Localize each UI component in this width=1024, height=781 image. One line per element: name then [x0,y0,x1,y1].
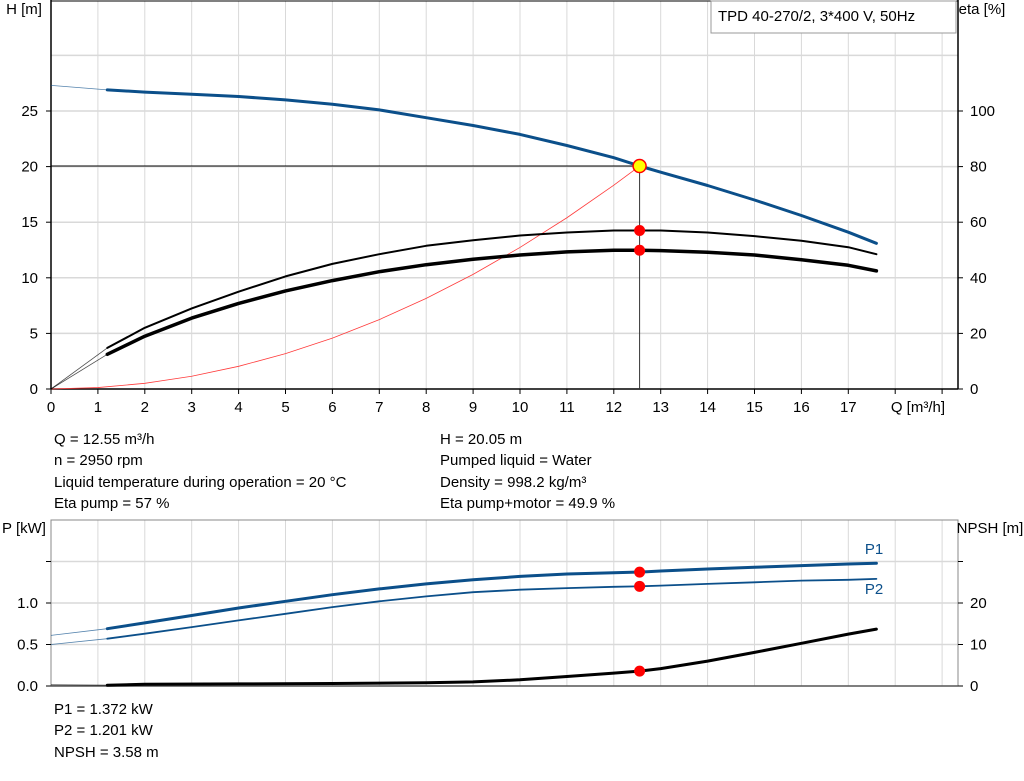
npsh-tick-label: 0 [970,678,978,695]
duty-point-marker [632,158,647,174]
system-curve [50,165,640,390]
p1-curve [105,561,878,631]
info-density: Density = 998.2 kg/m³ [440,474,587,491]
tick-labels: 0 1 2 3 4 5 6 7 8 9 10 11 12 13 14 15 16 1705101520250204… [17,103,995,695]
info-p1: P1 = 1.372 kW [54,701,153,718]
info-speed: n = 2950 rpm [54,452,143,469]
eta-tick-label: 80 [970,159,987,176]
x-tick-label: 3 [188,399,196,416]
eta_pump-marker [634,225,646,237]
info-p2: P2 = 1.201 kW [54,722,153,739]
title-box [710,0,957,34]
info-temperature: Liquid temperature during operation = 20… [54,474,347,491]
q-axis-label: Q [m³/h] [891,399,945,416]
eta-total-curve [105,248,879,357]
h-axis-label: H [m] [6,1,42,18]
eta-tick-label: 20 [970,325,987,342]
curves [50,85,879,687]
npsh-axis-label: NPSH [m] [957,520,1024,537]
bottom-grid [50,519,959,687]
x-tick-label: 11 [559,399,575,416]
h-tick-label: 20 [21,159,38,176]
p2-curve [106,578,878,640]
x-tick-label: 12 [605,399,622,416]
x-tick-label: 2 [141,399,149,416]
eta-tick-label: 60 [970,214,987,231]
x-tick-label: 5 [281,399,289,416]
x-tick-label: 10 [512,399,529,416]
x-tick-label: 16 [793,399,810,416]
p-tick-label: 0.5 [17,637,38,654]
top-plot-frame [50,0,959,390]
eta_total-marker [634,244,646,256]
info-head: H = 20.05 m [440,431,523,448]
h-tick-label: 15 [21,214,38,231]
eta-tick-label: 0 [970,381,978,398]
x-tick-label: 0 [47,399,55,416]
npsh-tick-label: 20 [970,595,987,612]
npsh-marker [634,665,646,677]
x-tick-label: 17 [840,399,857,416]
p-tick-label: 0.0 [17,678,38,695]
p-tick-label: 1.0 [17,595,38,612]
info-eta-total: Eta pump+motor = 49.9 % [440,495,616,512]
title-text: TPD 40-270/2, 3*400 V, 50Hz [718,8,915,25]
x-tick-label: 14 [699,399,716,416]
x-tick-label: 15 [746,399,763,416]
head-curve-extension [50,85,108,91]
h-tick-label: 10 [21,270,38,287]
head-curve [105,88,878,245]
x-tick-label: 6 [328,399,336,416]
x-tick-label: 8 [422,399,430,416]
info-liquid: Pumped liquid = Water [440,452,592,469]
eta-axis-label: eta [%] [959,1,1006,18]
p1-marker [634,566,646,578]
eta-tick-label: 100 [970,103,995,120]
p2-curve-extension [50,638,108,645]
eta-pump-curve-extension [50,347,108,390]
x-tick-label: 9 [469,399,477,416]
p2-series-label: P2 [865,581,883,598]
eta-total-curve-extension [50,353,108,390]
p2-marker [634,580,646,592]
x-tick-label: 4 [234,399,242,416]
info-npsh: NPSH = 3.58 m [54,744,159,761]
x-tick-label: 1 [94,399,102,416]
h-tick-label: 0 [30,381,38,398]
info-eta-pump: Eta pump = 57 % [54,495,170,512]
npsh-tick-label: 10 [970,637,987,654]
p1-curve-extension [50,628,108,636]
eta-pump-curve [106,229,878,349]
h-tick-label: 25 [21,103,38,120]
top-grid [50,0,959,390]
h-tick-label: 5 [30,325,38,342]
p-axis-label: P [kW] [2,520,46,537]
x-tick-label: 13 [652,399,669,416]
npsh-curve [105,627,878,687]
info-q: Q = 12.55 m³/h [54,431,155,448]
x-tick-label: 7 [375,399,383,416]
p1-series-label: P1 [865,541,883,558]
eta-tick-label: 40 [970,270,987,287]
